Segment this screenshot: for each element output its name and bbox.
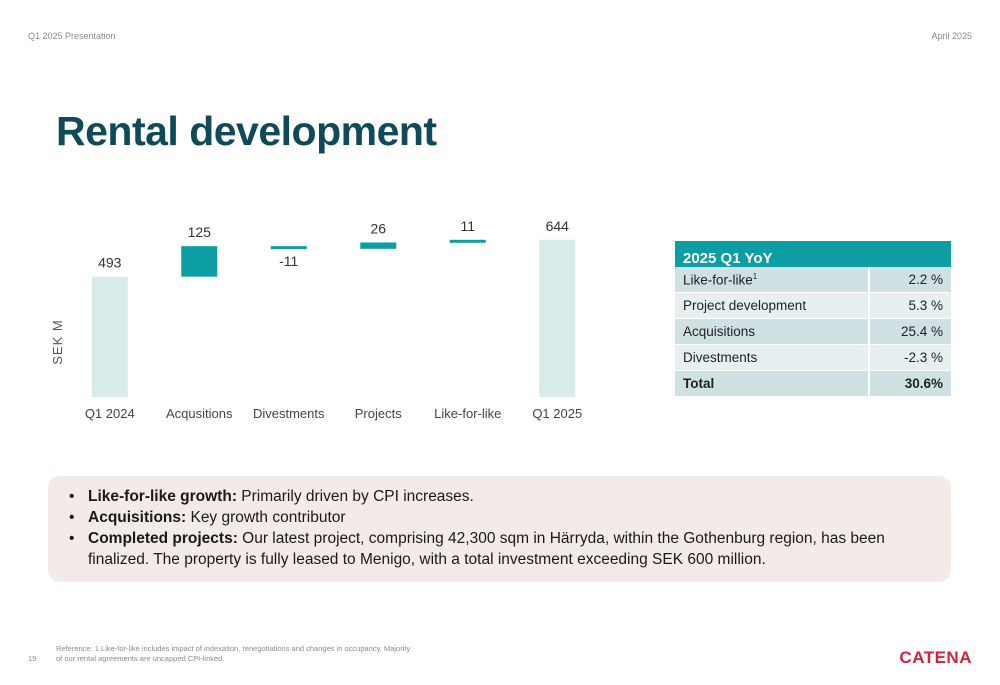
yoy-row-value: 2.2 %: [869, 267, 951, 293]
data-label: 125: [188, 224, 212, 240]
bullet-icon: •: [69, 530, 75, 547]
x-tick-label: Divestments: [253, 406, 325, 421]
yoy-row-like-for-like: Like-for-like1 2.2 %: [675, 267, 951, 293]
yoy-table: 2025 Q1 YoY Like-for-like1 2.2 % Project…: [675, 241, 951, 397]
bar-divestments: [270, 246, 307, 250]
yoy-row-acquisitions: Acquisitions 25.4 %: [675, 318, 951, 345]
highlight-item: • Acquisitions: Key growth contributor: [69, 509, 346, 526]
highlight-item: • Completed projects: Our latest project,…: [69, 530, 885, 568]
bullet-icon: •: [69, 488, 75, 505]
x-tick-label: Projects: [355, 406, 402, 421]
yoy-row-label: Acquisitions: [675, 318, 871, 345]
page-number: 19: [28, 654, 37, 663]
catena-logo: CATENA: [899, 648, 972, 667]
footnote-reference: Reference: 1 Like-for-like includes impa…: [56, 644, 411, 663]
bar-projects: [360, 242, 397, 249]
yoy-row-label: Divestments: [675, 344, 871, 371]
bar-q1-2024: [91, 276, 128, 397]
x-tick-label: Acqusitions: [166, 406, 233, 421]
yoy-row-value: 30.6%: [869, 370, 951, 397]
data-label: 26: [370, 220, 386, 236]
data-label: -11: [279, 253, 298, 269]
highlight-item: • Like-for-like growth: Primarily driven …: [69, 488, 474, 505]
page-title: Rental development: [56, 108, 437, 154]
x-tick-label: Like-for-like: [434, 406, 501, 421]
yoy-table-header: 2025 Q1 YoY: [675, 241, 951, 267]
yoy-row-label: Total: [675, 370, 871, 397]
yoy-row-value: 25.4 %: [869, 318, 951, 345]
date-label: April 2025: [931, 31, 972, 41]
yoy-row-value: -2.3 %: [869, 344, 951, 371]
bar-acqusitions: [181, 246, 218, 277]
data-label: 11: [460, 218, 475, 234]
yoy-row-label: Like-for-like1: [675, 267, 871, 293]
bar-q1-2025: [539, 239, 576, 397]
highlights-box: • Like-for-like growth: Primarily driven …: [48, 476, 951, 582]
waterfall-chart: SEK M 493 Q1 2024 125 Acqusitions -11 Divestme…: [50, 218, 582, 421]
bullet-icon: •: [69, 509, 75, 526]
y-axis-label: SEK M: [50, 319, 65, 364]
yoy-row-label: Project development: [675, 292, 871, 319]
yoy-row-divestments: Divestments -2.3 %: [675, 344, 951, 371]
data-label: 644: [546, 218, 570, 234]
presentation-label: Q1 2025 Presentation: [28, 31, 116, 41]
yoy-row-project-development: Project development 5.3 %: [675, 292, 951, 319]
data-label: 493: [98, 255, 122, 271]
yoy-row-total: Total 30.6%: [675, 370, 951, 397]
x-tick-label: Q1 2025: [532, 406, 582, 421]
yoy-row-value: 5.3 %: [869, 292, 951, 319]
highlights-list: • Like-for-like growth: Primarily driven …: [60, 486, 931, 570]
bar-like-for-like: [449, 239, 486, 243]
x-tick-label: Q1 2024: [85, 406, 135, 421]
